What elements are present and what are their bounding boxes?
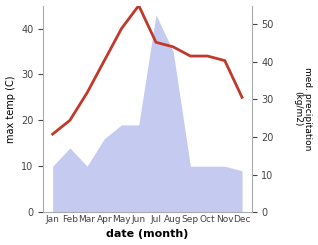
X-axis label: date (month): date (month) xyxy=(106,230,189,239)
Y-axis label: med. precipitation
(kg/m2): med. precipitation (kg/m2) xyxy=(293,67,313,150)
Y-axis label: max temp (C): max temp (C) xyxy=(5,75,16,143)
